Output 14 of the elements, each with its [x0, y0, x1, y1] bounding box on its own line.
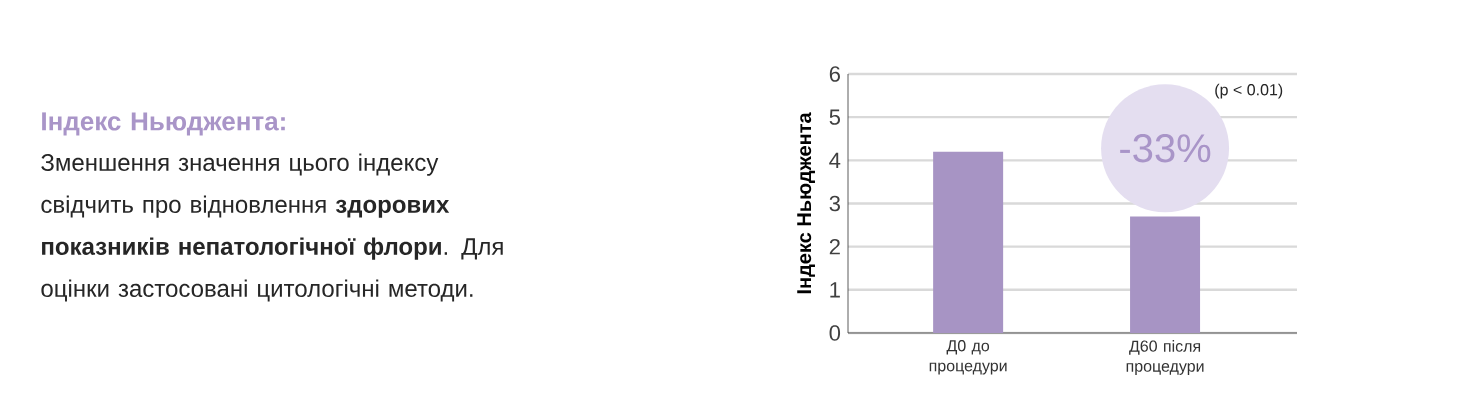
y-tick-label: 5 [829, 109, 840, 125]
y-axis-title: Індекс Ньюджента [797, 112, 815, 294]
text: Індекс Ньюджента: [42, 112, 285, 136]
text: Зменшення значення цього індексу свідчить про відновлення здорових показників непатологічної флори. Для оцінки застосовані цитологічні методи. [41, 153, 503, 302]
annotation: (p < 0.01) [1215, 83, 1283, 99]
y-tick-label: 2 [829, 239, 840, 255]
y-tick-label: 4 [829, 152, 841, 168]
y-tick-label: 1 [830, 282, 840, 298]
x-tick-label: Д60 після процедури [1126, 340, 1204, 375]
y-tick-label: 0 [829, 325, 841, 341]
annotation: -33% [1120, 134, 1211, 163]
x-tick-label: Д0 до процедури [929, 340, 1007, 375]
y-tick-label: 6 [829, 66, 840, 82]
y-tick-label: 3 [829, 195, 840, 212]
